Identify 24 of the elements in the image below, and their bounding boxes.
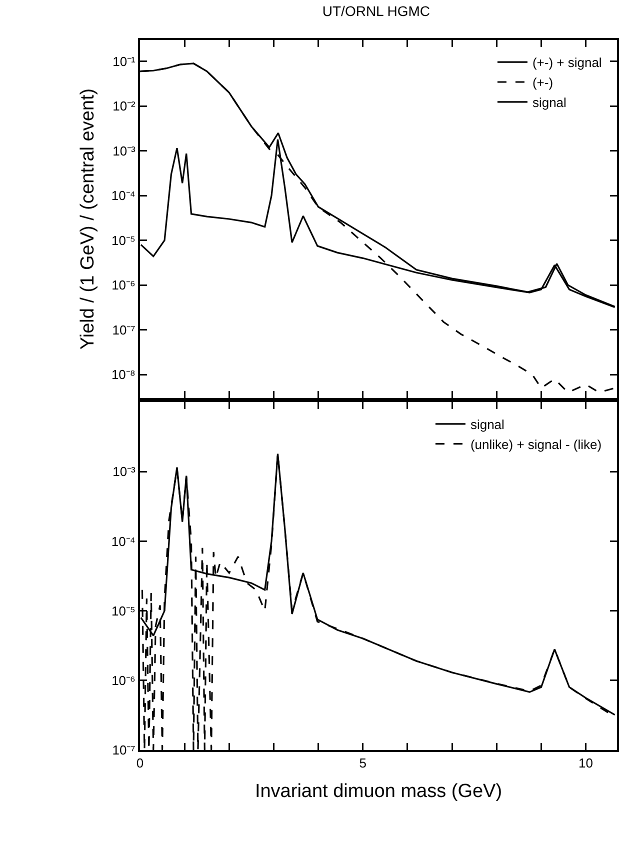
y-tick-label: 10⁻⁷ <box>112 742 136 758</box>
x-tick-label: 10 <box>578 756 594 771</box>
y-tick-label: 10⁻⁸ <box>111 367 136 382</box>
legend-label: signal <box>470 416 505 432</box>
y-tick-label: 10⁻³ <box>112 143 136 158</box>
y-tick-label: 10⁻⁵ <box>112 603 136 618</box>
y-tick-label: 10⁻⁶ <box>112 278 136 293</box>
y-tick-label: 10⁻³ <box>112 464 136 480</box>
legend-label: (+-) + signal <box>532 55 602 70</box>
y-tick-label: 10⁻⁵ <box>112 232 136 248</box>
x-axis-title: Invariant dimuon mass (GeV) <box>254 780 502 802</box>
y-tick-label: 10⁻¹ <box>112 54 136 69</box>
y-tick-label: 10⁻² <box>112 98 136 114</box>
x-tick-label: 0 <box>136 756 144 771</box>
x-tick-label: 5 <box>359 756 367 771</box>
y-axis-title: Yield / (1 GeV) / (central event) <box>78 88 99 350</box>
legend-label: (unlike) + signal - (like) <box>470 436 602 452</box>
y-tick-label: 10⁻⁶ <box>112 672 136 688</box>
chart-title: UT/ORNL HGMC <box>322 2 430 19</box>
y-tick-label: 10⁻⁴ <box>111 188 136 204</box>
y-tick-label: 10⁻⁷ <box>112 322 136 338</box>
y-tick-label: 10⁻⁴ <box>111 534 136 549</box>
legend-label: signal <box>532 94 567 110</box>
legend-label: (+-) <box>532 75 554 90</box>
